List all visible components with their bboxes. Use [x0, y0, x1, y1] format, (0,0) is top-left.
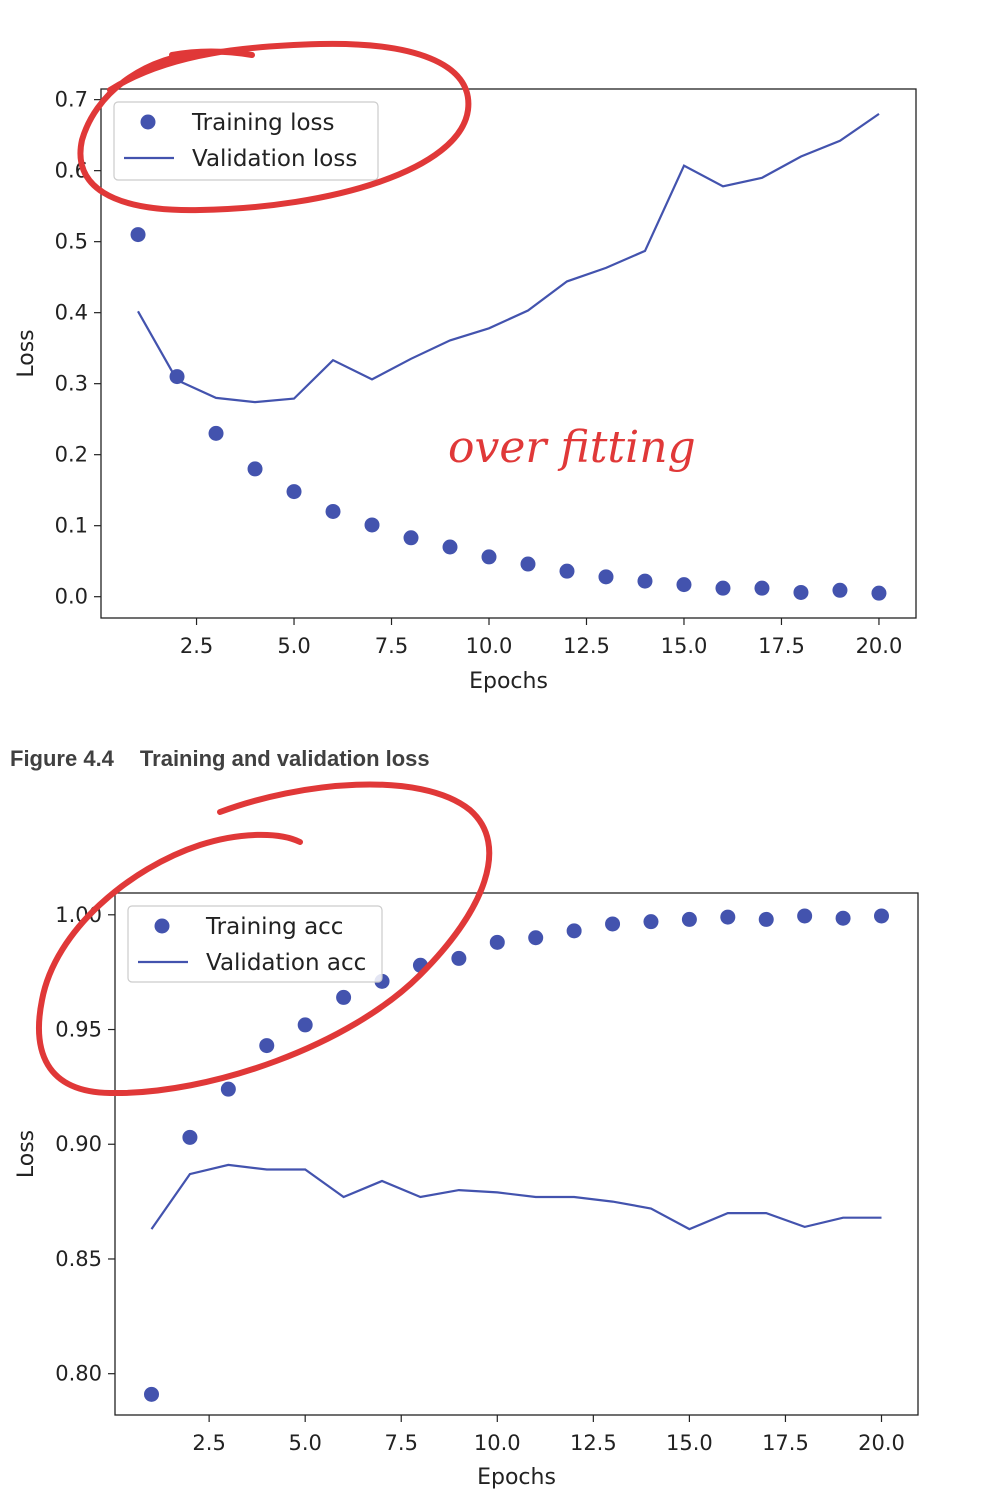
data-point-training-acc: [681, 911, 697, 927]
data-point-training-loss: [559, 563, 575, 579]
data-point-training-loss: [247, 461, 263, 477]
legend-marker-dot: [140, 114, 156, 130]
y-tick-label: 0.2: [55, 443, 88, 467]
x-tick-label: 2.5: [192, 1431, 225, 1455]
x-tick-label: 7.5: [385, 1431, 418, 1455]
data-point-training-acc: [220, 1081, 236, 1097]
data-point-training-loss: [403, 530, 419, 546]
data-point-training-loss: [208, 425, 224, 441]
data-point-training-loss: [637, 573, 653, 589]
x-tick-label: 5.0: [277, 634, 310, 658]
y-axis-label: Loss: [14, 329, 39, 377]
y-axis-label: Loss: [14, 1130, 39, 1178]
y-tick-label: 0.7: [55, 88, 88, 112]
legend-circle-annotation-1: [77, 40, 472, 214]
plot-frame: [100, 88, 917, 619]
x-tick-label: 7.5: [375, 634, 408, 658]
x-tick-label: 20.0: [858, 1431, 905, 1455]
series-line-validation-acc: [150, 1163, 882, 1231]
legend: Training acc Validation acc: [127, 905, 383, 983]
x-tick-label: 5.0: [288, 1431, 321, 1455]
data-point-training-acc: [566, 923, 582, 939]
data-point-training-acc: [451, 950, 467, 966]
y-tick-label: 0.80: [55, 1362, 102, 1386]
x-tick-label: 12.5: [563, 634, 610, 658]
data-point-training-loss: [871, 585, 887, 601]
y-tick-label: 0.95: [55, 1018, 102, 1042]
data-point-training-loss: [715, 580, 731, 596]
figure-number: Figure 4.4: [10, 746, 115, 771]
x-tick-label: 17.5: [762, 1431, 809, 1455]
legend-box: [113, 101, 379, 181]
data-point-training-loss: [442, 539, 458, 555]
data-point-training-loss: [286, 484, 302, 500]
legend-label: Training loss: [191, 110, 335, 136]
data-point-training-acc: [182, 1129, 198, 1145]
data-point-training-acc: [336, 989, 352, 1005]
legend: Training loss Validation loss: [113, 101, 379, 181]
x-axis-label: Epochs: [477, 1465, 556, 1490]
x-tick-label: 17.5: [758, 634, 805, 658]
y-tick-label: 0.3: [55, 372, 88, 396]
x-tick-label: 15.0: [661, 634, 708, 658]
data-point-training-acc: [489, 934, 505, 950]
data-point-training-acc: [528, 930, 544, 946]
data-point-training-loss: [364, 517, 380, 533]
x-tick-label: 10.0: [466, 634, 513, 658]
series-line-validation-loss: [137, 112, 880, 404]
data-point-training-acc: [259, 1038, 275, 1054]
y-tick-label: 0.5: [55, 230, 88, 254]
data-point-training-acc: [835, 910, 851, 926]
legend-marker-dot: [154, 918, 170, 934]
plot-frame: [114, 892, 919, 1416]
x-axis-label: Epochs: [469, 669, 548, 694]
data-point-training-acc: [297, 1017, 313, 1033]
data-point-training-loss: [130, 227, 146, 243]
overfitting-annotation: over fitting: [448, 422, 696, 473]
y-tick-label: 0.4: [55, 301, 88, 325]
loss-chart: 2.5 5.0 7.5 10.0 12.5 15.0 17.5 20.0 0.0 0.1 0.2 0.…: [14, 88, 917, 694]
y-tick-label: 0.0: [55, 585, 88, 609]
data-point-training-loss: [754, 580, 770, 596]
legend-circle-annotation-2: [36, 781, 493, 1097]
legend-label: Training acc: [205, 914, 343, 940]
data-point-training-loss: [520, 556, 536, 572]
data-point-training-loss: [832, 582, 848, 598]
accuracy-chart: 2.5 5.0 7.5 10.0 12.5 15.0 17.5 20.0 0.80 0.85 0.9…: [14, 892, 919, 1490]
figure-caption-text: Training and validation loss: [140, 746, 430, 771]
x-tick-label: 2.5: [180, 634, 213, 658]
data-point-training-loss: [598, 569, 614, 585]
data-point-training-loss: [325, 503, 341, 519]
data-point-training-loss: [676, 577, 692, 593]
y-tick-label: 0.85: [55, 1247, 102, 1271]
x-tick-label: 10.0: [474, 1431, 521, 1455]
legend-label: Validation loss: [192, 146, 357, 172]
data-point-training-loss: [793, 584, 809, 600]
figure-caption: Figure 4.4 Training and validation loss: [10, 746, 430, 771]
x-tick-label: 15.0: [666, 1431, 713, 1455]
data-point-training-acc: [605, 916, 621, 932]
legend-box: [127, 905, 383, 983]
data-point-training-loss: [481, 549, 497, 565]
data-point-training-acc: [144, 1386, 159, 1402]
data-point-training-acc: [643, 914, 659, 930]
legend-label: Validation acc: [206, 950, 366, 976]
data-point-training-acc: [720, 909, 736, 925]
y-tick-label: 0.1: [55, 514, 88, 538]
x-tick-label: 20.0: [856, 634, 903, 658]
data-point-training-loss: [169, 369, 185, 385]
data-point-training-acc: [797, 908, 813, 924]
y-tick-label: 0.90: [55, 1132, 102, 1156]
x-tick-label: 12.5: [570, 1431, 617, 1455]
data-point-training-acc: [758, 911, 774, 927]
data-point-training-acc: [874, 908, 889, 924]
